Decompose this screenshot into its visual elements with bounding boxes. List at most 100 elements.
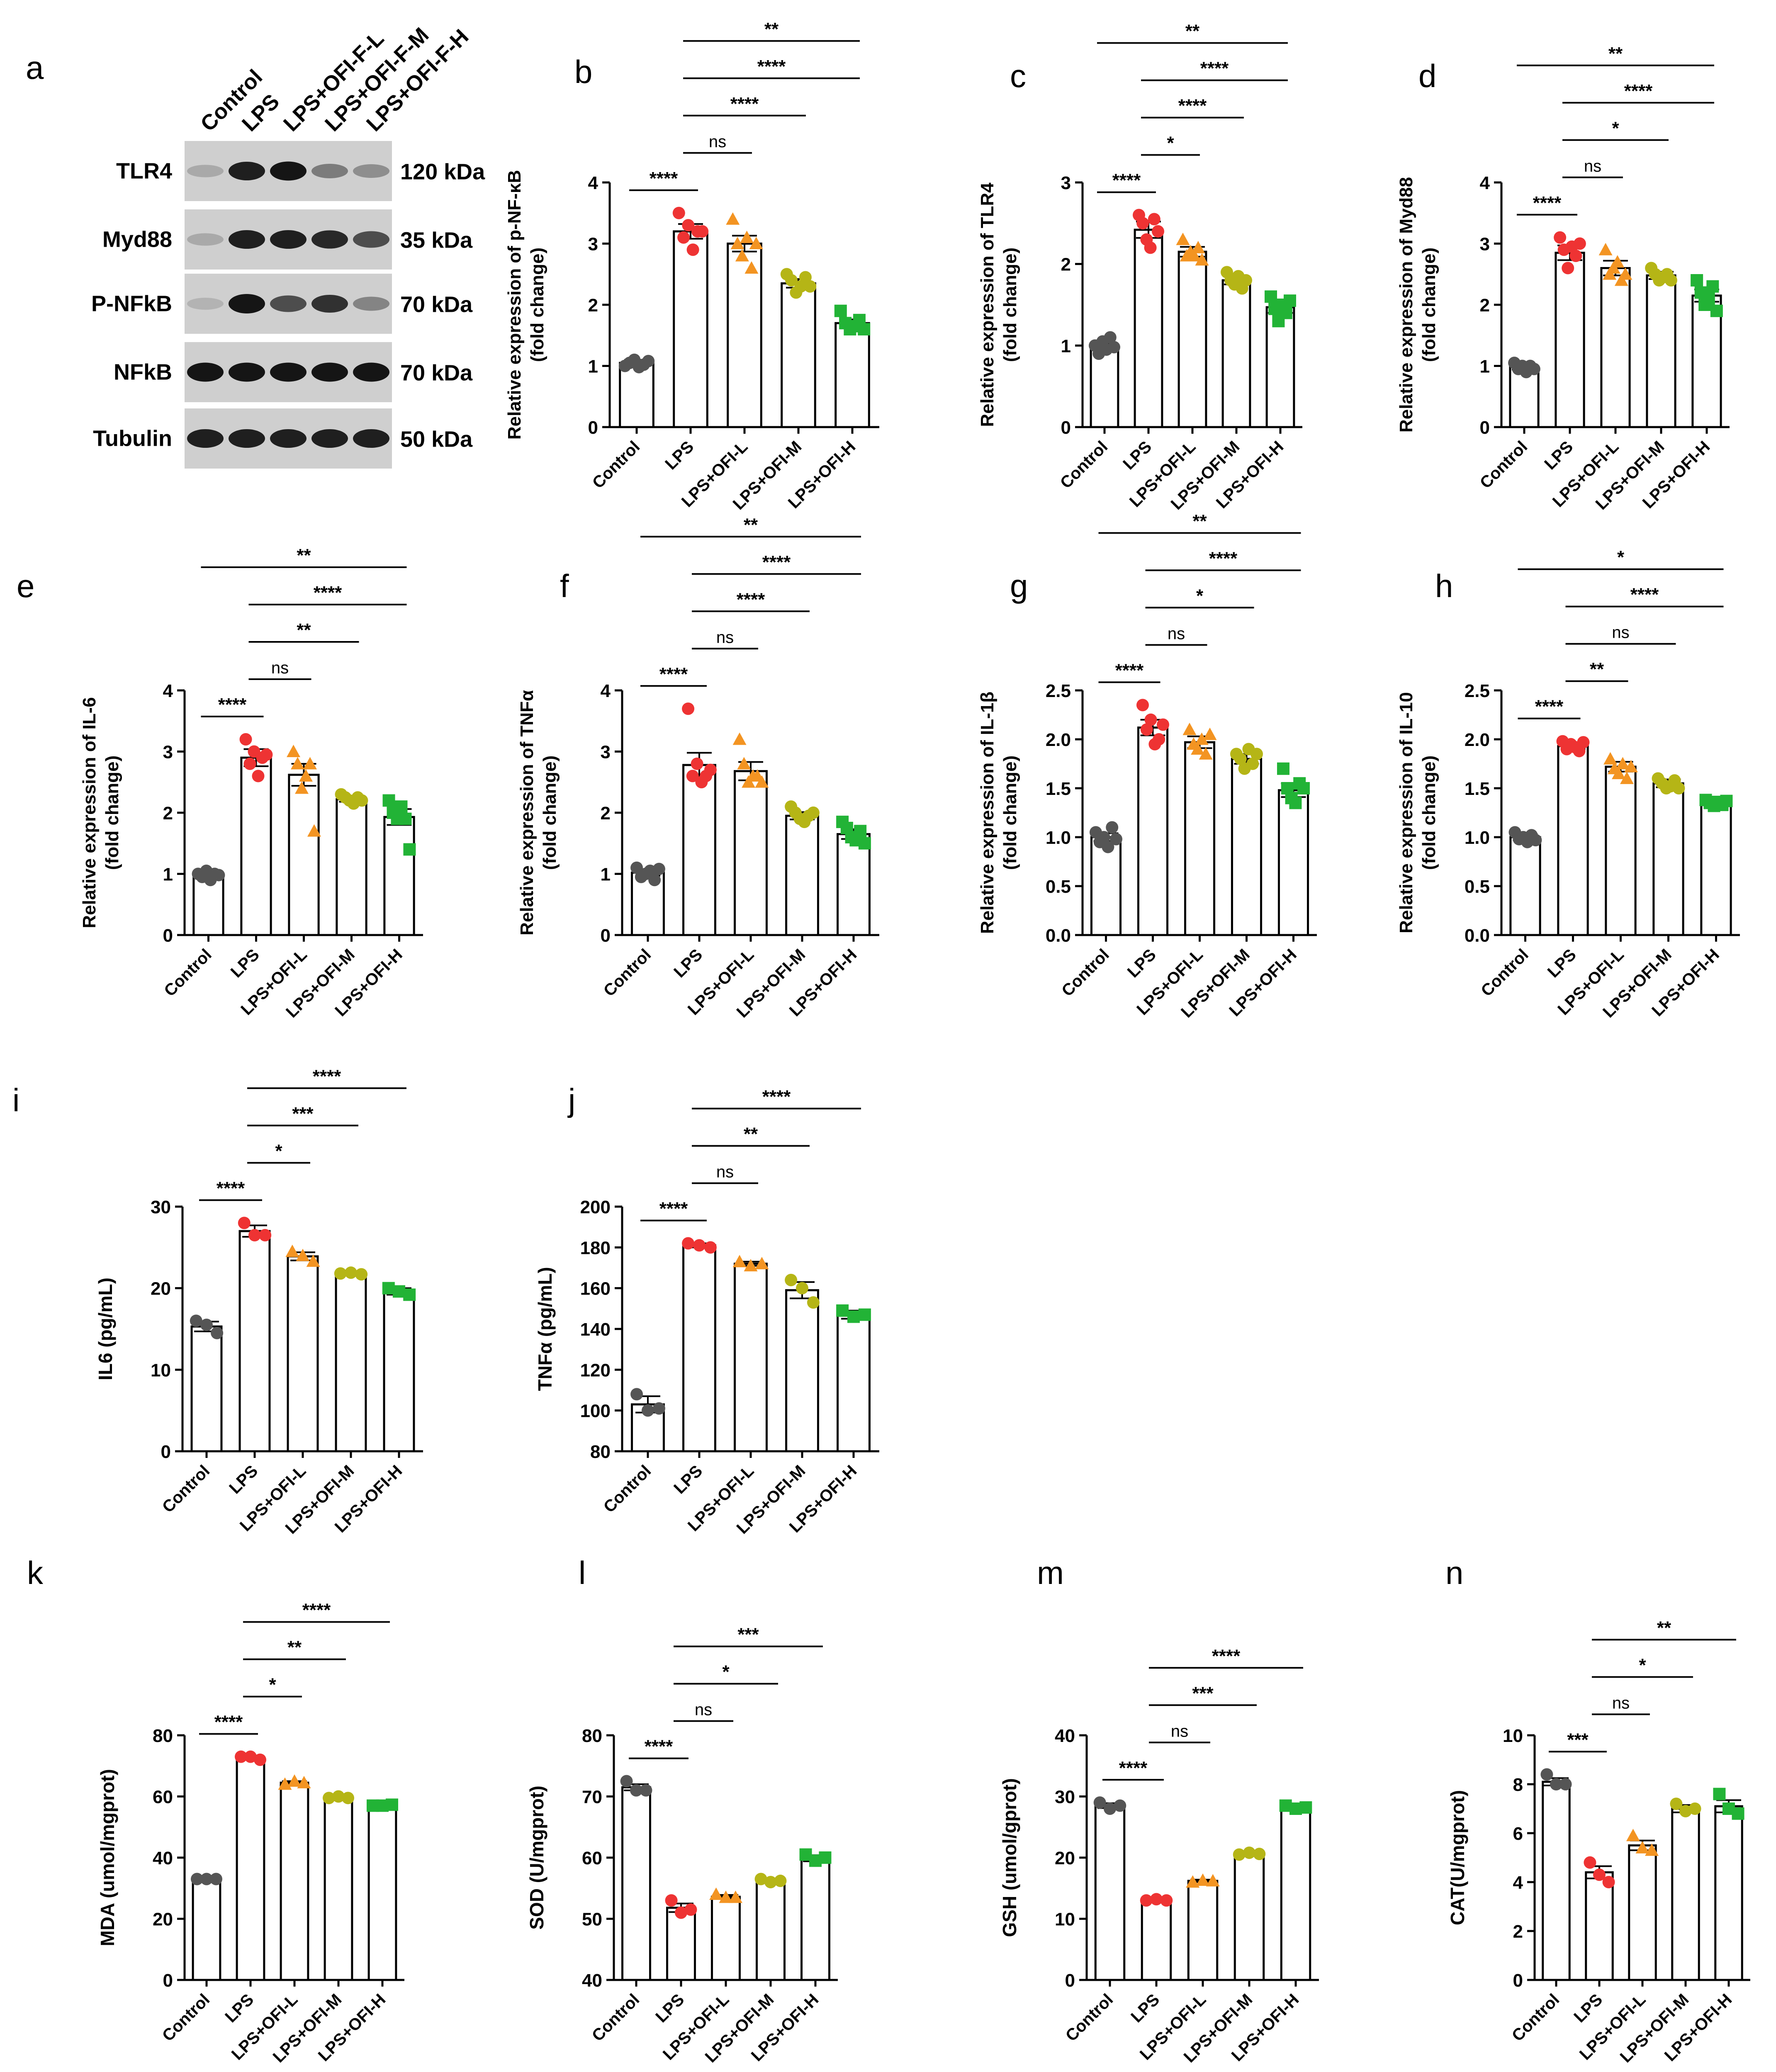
significance-label: ** [744,515,758,535]
y-tick-label: 2.0 [1465,730,1490,750]
significance-label: ns [271,659,289,677]
data-point [1664,274,1677,287]
data-point [749,237,763,249]
band-size-label: 50 kDa [400,427,473,452]
x-tick-label: Control [1057,437,1112,492]
data-point [210,1873,223,1885]
bar [1277,789,1309,936]
data-point [1540,1768,1553,1781]
y-tick-label: 200 [580,1197,611,1217]
bar [336,798,367,936]
data-point [334,1267,347,1280]
x-tick-label: LPS [1127,1990,1163,2026]
significance-label: **** [1624,81,1653,101]
data-point [1688,1802,1701,1815]
data-point [1569,250,1582,262]
y-tick-label: 0 [163,925,173,946]
x-tick-label: LPS [1119,437,1155,473]
data-point [345,1266,357,1279]
data-point [1152,225,1165,238]
blot-band [270,161,307,181]
blot-band [311,429,348,448]
data-point [259,1229,272,1241]
bar [1671,1807,1700,1981]
y-axis-label: (fold change) [1000,755,1020,870]
data-point [1108,341,1121,354]
significance-label: **** [659,664,688,684]
x-tick-label: LPS [226,1462,261,1497]
data-point [1611,255,1625,268]
y-tick-label: 4 [1513,1873,1523,1893]
blot-band [229,294,265,313]
data-point [1264,290,1277,303]
data-point [799,271,812,284]
bar [727,243,762,428]
y-axis-label: Relative expression of IL-1β [977,692,997,934]
y-tick-label: 180 [580,1238,611,1258]
data-point [1093,1796,1106,1809]
bar [711,1895,741,1981]
y-tick-label: 20 [1055,1848,1075,1868]
significance-label: ns [1171,1722,1188,1740]
x-tick-label: Control [600,945,655,1000]
blot-band [353,231,389,248]
bar [682,764,716,936]
y-axis-label: (fold change) [102,755,122,870]
y-axis-label: Relative expression of TLR4 [977,182,997,427]
band-size-label: 120 kDa [400,160,485,185]
data-point [1097,831,1110,843]
data-point [686,243,699,256]
y-tick-label: 2.0 [1046,730,1071,750]
y-tick-label: 20 [153,1909,173,1930]
y-tick-label: 0 [1065,1970,1075,1991]
data-point [1160,1894,1173,1907]
data-point [732,732,747,745]
protein-label: P-NFkB [91,291,172,316]
blot-band [270,429,307,448]
bar [1646,274,1676,428]
data-point [709,1887,723,1900]
significance-label: **** [645,1737,673,1757]
y-tick-label: 0 [601,925,611,946]
significance-label: ** [744,1124,758,1144]
band-size-label: 35 kDa [400,228,473,253]
y-tick-label: 2 [163,803,173,823]
bar [1509,836,1541,936]
data-point [1106,821,1119,834]
y-axis-label: Relative expression of IL-10 [1396,692,1416,933]
significance-label: **** [659,1199,688,1219]
y-axis-label: (fold change) [527,248,547,362]
bar [1600,267,1631,428]
data-point [296,1249,310,1261]
significance-label: * [1612,118,1619,138]
y-tick-label: 80 [590,1442,611,1462]
chart-j: j 80 100 120 140 160 180 200 TNFα (pg/mL) Control… [534,1082,879,1538]
data-point [785,274,798,287]
data-point [1148,213,1160,226]
data-point [1140,723,1153,736]
data-point [239,733,252,746]
y-tick-label: 80 [582,1726,602,1746]
data-point [744,1259,758,1272]
chart-b: b 0 1 2 3 4 Relative expression of p-NF-κB (fol… [504,19,879,513]
y-tick-label: 3 [1480,234,1490,255]
blot-band [229,429,265,448]
bar [666,1907,696,1981]
y-tick-label: 2 [1513,1921,1523,1942]
western-blot-panel: a ControlLPSLPS+OFI-F-LLPS+OFI-F-MLPS+OFI… [26,23,485,469]
significance-label: ** [1590,659,1604,680]
bar [785,1289,819,1453]
data-point [858,837,871,850]
data-point [212,869,225,882]
y-tick-label: 2 [1480,295,1490,316]
y-tick-label: 0.5 [1046,877,1071,897]
significance-label: **** [737,589,765,610]
data-point [642,355,655,367]
significance-label: **** [1535,697,1564,717]
data-point [665,1894,678,1907]
data-point [693,1239,706,1252]
significance-label: **** [214,1712,243,1732]
y-tick-label: 1 [601,865,611,885]
blot-band [187,298,224,310]
